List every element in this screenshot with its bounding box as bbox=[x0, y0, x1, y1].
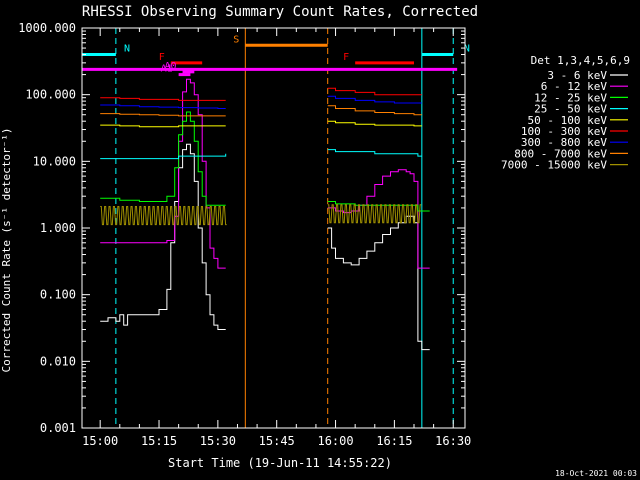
y-tick-label-3: 0.100 bbox=[40, 288, 76, 302]
legend-label-3: 12 - 25 keV bbox=[534, 91, 607, 104]
series-line-9-seg-2 bbox=[327, 204, 422, 224]
y-tick-label-2: 0.010 bbox=[40, 354, 76, 368]
y-tick-label-1: 0.001 bbox=[40, 421, 76, 435]
flag-label-A0-1: A0 bbox=[165, 61, 177, 72]
series-line-2-seg-2 bbox=[327, 169, 430, 269]
series-line-4-seg-1 bbox=[100, 153, 227, 160]
legend-title: Det 1,3,4,5,6,9 bbox=[531, 54, 630, 67]
y-axis-label: Corrected Count Rate (s⁻¹ detector⁻¹) bbox=[0, 127, 13, 372]
series-line-7-seg-2 bbox=[327, 95, 422, 104]
legend-label-9: 7000 - 15000 keV bbox=[501, 159, 607, 172]
chart-title: RHESSI Observing Summary Count Rates, Co… bbox=[82, 4, 478, 20]
legend-label-6: 100 - 300 keV bbox=[521, 125, 607, 138]
series-line-5-seg-2 bbox=[327, 120, 422, 127]
series-line-8-seg-1 bbox=[100, 113, 226, 117]
series-group bbox=[100, 78, 430, 351]
y-tick-label-4: 1.000 bbox=[40, 221, 76, 235]
series-line-6-seg-1 bbox=[100, 97, 226, 101]
series-line-2-seg-1 bbox=[100, 78, 226, 269]
legend-label-2: 6 - 12 keV bbox=[541, 80, 608, 93]
flag-label-F-2: F bbox=[343, 52, 349, 63]
plot-area: N NF FA0A1S0.0010.0100.1001.00010.000100.0… bbox=[18, 21, 471, 448]
series-line-9-seg-1 bbox=[100, 206, 227, 226]
flag-label-A1-1: A1 bbox=[161, 64, 173, 75]
series-line-4-seg-2 bbox=[327, 149, 422, 157]
legend-label-8: 800 - 7000 keV bbox=[514, 147, 607, 160]
x-tick-label-7: 16:30 bbox=[435, 434, 471, 448]
x-tick-label-6: 16:15 bbox=[376, 434, 412, 448]
series-line-5-seg-1 bbox=[100, 124, 226, 128]
y-tick-label-7: 1000.000 bbox=[18, 21, 76, 35]
x-tick-label-2: 15:15 bbox=[141, 434, 177, 448]
timestamp: 18-Oct-2021 00:03 bbox=[555, 469, 637, 478]
legend-label-1: 3 - 6 keV bbox=[547, 69, 607, 82]
legend-label-7: 300 - 800 keV bbox=[521, 136, 607, 149]
flag-label-F-1: F bbox=[159, 52, 165, 63]
flag-label-N-1: N bbox=[124, 44, 130, 55]
series-line-3-seg-1 bbox=[100, 111, 226, 206]
legend-label-5: 50 - 100 keV bbox=[528, 114, 608, 127]
x-tick-label-5: 16:00 bbox=[317, 434, 353, 448]
flag-label-N-2: N bbox=[464, 44, 470, 55]
series-line-7-seg-1 bbox=[100, 104, 226, 109]
y-tick-label-5: 10.000 bbox=[33, 154, 76, 168]
x-axis-label: Start Time (19-Jun-11 14:55:22) bbox=[168, 456, 392, 470]
series-line-6-seg-2 bbox=[327, 87, 422, 96]
legend-label-4: 25 - 50 keV bbox=[534, 103, 607, 116]
x-tick-label-3: 15:30 bbox=[200, 434, 236, 448]
x-tick-label-4: 15:45 bbox=[259, 434, 295, 448]
x-tick-label-1: 15:00 bbox=[82, 434, 118, 448]
series-line-8-seg-2 bbox=[327, 105, 422, 116]
flag-label-S-1: S bbox=[233, 34, 239, 45]
y-tick-label-6: 100.000 bbox=[25, 88, 76, 102]
